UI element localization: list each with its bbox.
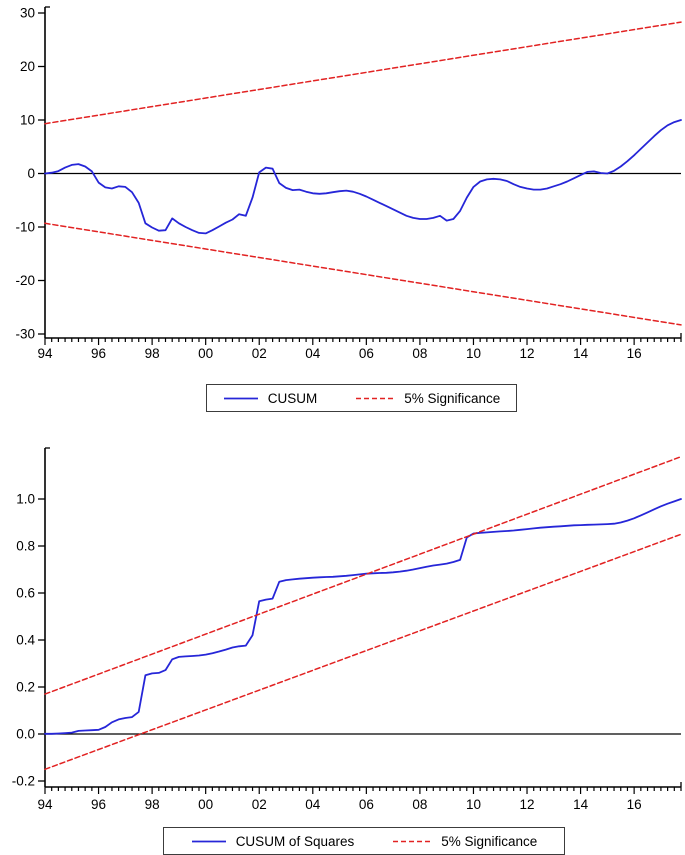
x-tick-label: 96 xyxy=(91,797,106,812)
x-tick-label: 16 xyxy=(627,346,642,361)
significance-lower xyxy=(44,222,682,326)
y-tick-label: -10 xyxy=(15,220,35,235)
x-tick-label: 16 xyxy=(627,797,642,812)
x-tick-label: 94 xyxy=(37,346,53,361)
legend-item-cusum-squares: CUSUM of Squares xyxy=(191,833,355,849)
x-tick-label: 04 xyxy=(305,346,321,361)
cusum-legend: CUSUM 5% Significance xyxy=(206,384,517,412)
x-tick-label: 08 xyxy=(412,346,427,361)
x-tick-label: 96 xyxy=(91,346,106,361)
x-tick-label: 10 xyxy=(466,797,481,812)
legend-label-cusum-squares: CUSUM of Squares xyxy=(235,833,355,849)
x-tick-label: 06 xyxy=(359,346,374,361)
legend-item-significance: 5% Significance xyxy=(355,391,500,406)
legend-item-significance: 5% Significance xyxy=(392,834,537,849)
y-tick-label: -0.2 xyxy=(12,774,35,789)
legend-label-cusum: CUSUM xyxy=(267,390,318,406)
x-tick-label: 00 xyxy=(198,797,213,812)
y-tick-label: 0.8 xyxy=(16,539,35,554)
cusum-squares-legend: CUSUM of Squares 5% Significance xyxy=(163,827,565,855)
x-tick-label: 00 xyxy=(198,346,213,361)
x-tick-label: 10 xyxy=(466,346,481,361)
red-dashed-line-sample-icon xyxy=(356,397,395,399)
x-tick-label: 14 xyxy=(573,346,589,361)
y-tick-label: -30 xyxy=(15,327,35,342)
legend-label-significance: 5% Significance xyxy=(404,390,501,406)
y-tick-label: 1.0 xyxy=(16,492,35,507)
x-tick-label: 12 xyxy=(520,346,535,361)
y-tick-label: -20 xyxy=(15,273,35,288)
y-tick-label: 20 xyxy=(20,59,35,74)
y-tick-label: 0.2 xyxy=(16,680,35,695)
x-tick-label: 04 xyxy=(305,797,321,812)
cusum-squares-chart: 1.0 0.8 0.6 0.4 0.2 0.0 -0.294 96 98 00 02 04 06 08 10… xyxy=(12,447,682,812)
x-tick-label: 98 xyxy=(145,797,160,812)
blue-line-sample-icon xyxy=(191,840,226,842)
cusum-squares-line xyxy=(44,498,682,735)
x-tick-label: 98 xyxy=(145,346,160,361)
x-tick-label: 02 xyxy=(252,797,267,812)
significance-lower xyxy=(44,533,682,771)
cusum-line xyxy=(44,119,682,235)
y-tick-label: 0.4 xyxy=(16,633,35,648)
y-tick-label: 0 xyxy=(27,166,35,181)
legend-label-significance: 5% Significance xyxy=(441,833,538,849)
x-tick-label: 06 xyxy=(359,797,374,812)
x-tick-label: 12 xyxy=(520,797,535,812)
y-tick-label: 10 xyxy=(20,113,35,128)
y-tick-label: 30 xyxy=(20,6,35,21)
x-tick-label: 08 xyxy=(412,797,427,812)
y-tick-label: 0.0 xyxy=(16,727,35,742)
significance-upper xyxy=(44,21,682,125)
y-tick-label: 0.6 xyxy=(16,586,35,601)
x-tick-label: 14 xyxy=(573,797,589,812)
x-tick-label: 94 xyxy=(37,797,53,812)
significance-upper xyxy=(44,455,682,695)
legend-item-cusum: CUSUM xyxy=(223,390,318,406)
blue-line-sample-icon xyxy=(223,397,258,399)
x-tick-label: 02 xyxy=(252,346,267,361)
red-dashed-line-sample-icon xyxy=(393,840,432,842)
